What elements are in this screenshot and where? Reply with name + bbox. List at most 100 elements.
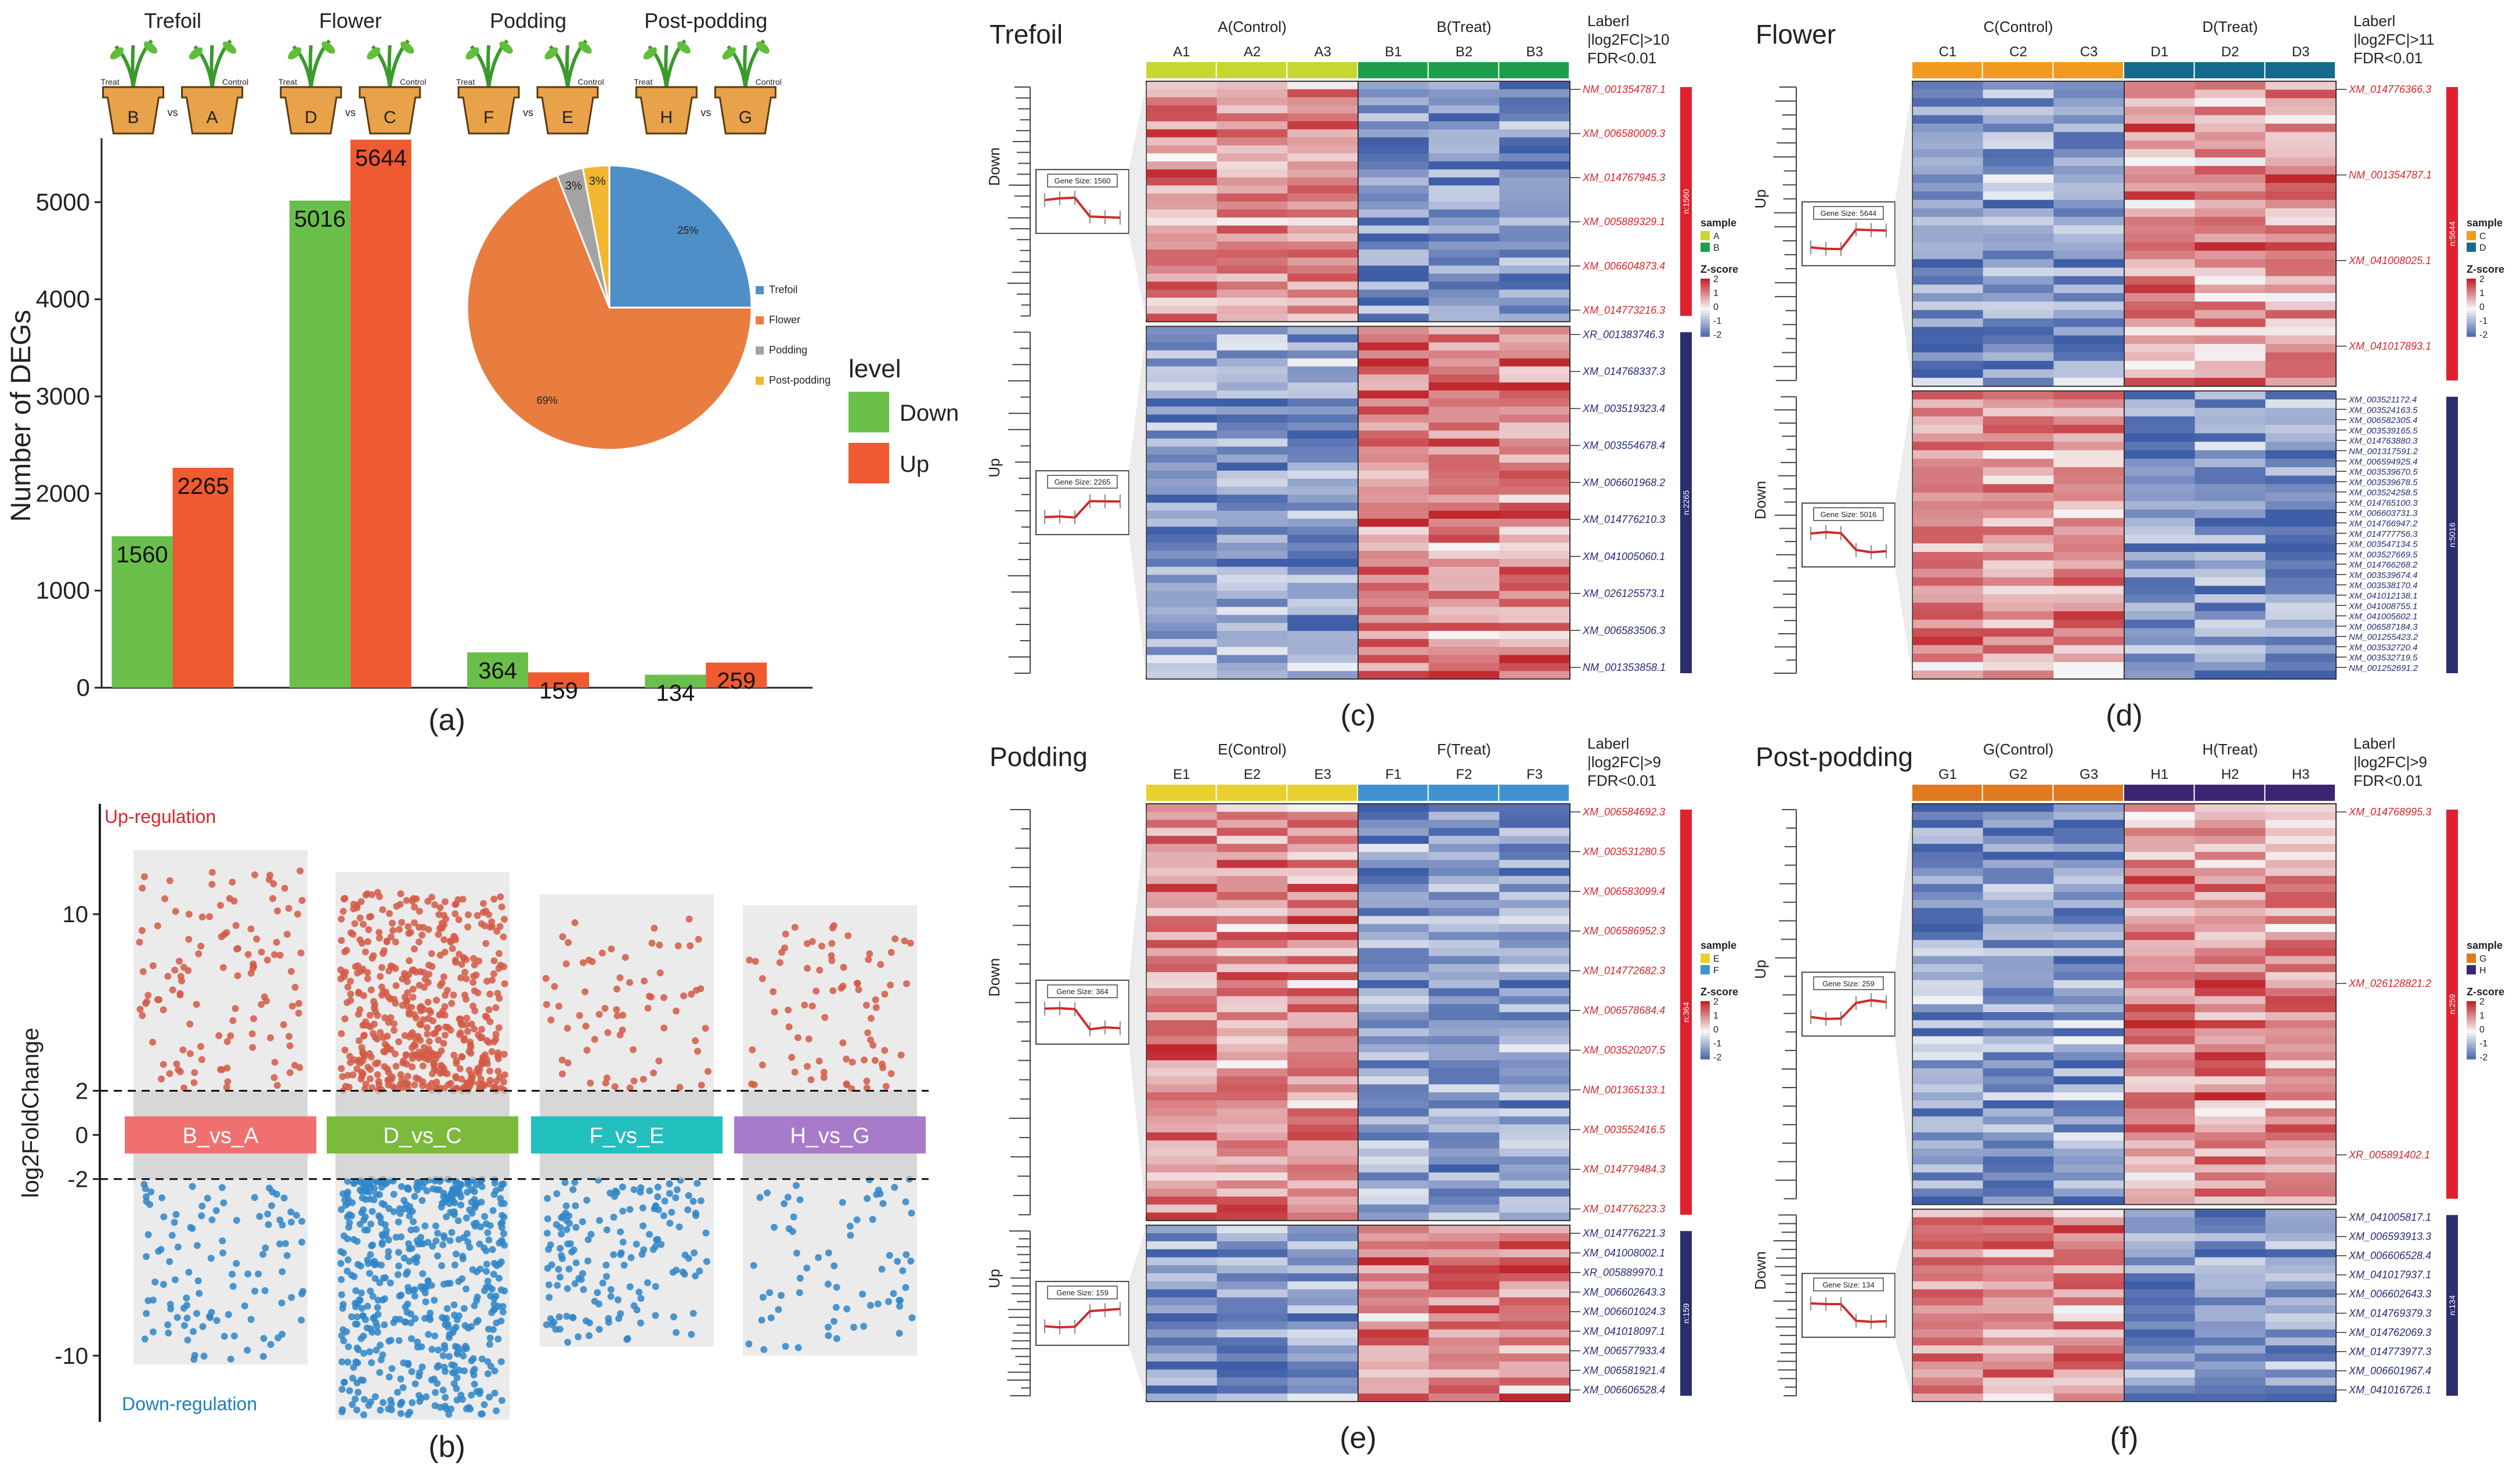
gene-label: XM_041008025.1 bbox=[2348, 255, 2431, 266]
heatmap-cell bbox=[2194, 1393, 2266, 1402]
down-point bbox=[219, 1249, 226, 1256]
heatmap-cell bbox=[1287, 153, 1359, 162]
gene-label: XM_026125573.1 bbox=[1582, 588, 1665, 600]
up-point bbox=[341, 948, 349, 955]
heatmap-cell bbox=[2265, 284, 2337, 294]
gene-size-label: Gene Size: 5644 bbox=[1821, 209, 1877, 218]
heatmap-cell bbox=[2194, 1196, 2266, 1205]
heatmap-cell bbox=[2053, 804, 2125, 812]
down-point bbox=[688, 1331, 695, 1338]
y-tick-label: 5000 bbox=[36, 188, 90, 215]
pie-pct-label: 69% bbox=[537, 395, 558, 406]
heatmap-cell bbox=[1912, 972, 1984, 981]
heatmap-cell bbox=[2053, 344, 2125, 353]
heatmap-cell bbox=[2194, 360, 2266, 370]
cluster-label: Up bbox=[985, 458, 1003, 478]
down-point bbox=[354, 1359, 362, 1367]
heatmap-cell bbox=[2194, 1321, 2266, 1330]
up-point bbox=[881, 1046, 889, 1054]
heatmap-cell bbox=[2194, 602, 2266, 612]
up-point bbox=[269, 895, 277, 902]
zscore-gradient bbox=[2467, 1048, 2476, 1051]
heatmap-cell bbox=[1983, 183, 2054, 192]
control-label: A(Control) bbox=[1218, 18, 1286, 35]
heatmap-cell bbox=[2265, 166, 2337, 175]
heatmap-cell bbox=[1287, 671, 1359, 680]
up-point bbox=[868, 1014, 875, 1022]
down-point bbox=[449, 1187, 457, 1194]
heatmap-cell bbox=[1499, 598, 1571, 608]
down-point bbox=[370, 1185, 378, 1192]
heatmap-cell bbox=[1983, 1313, 2054, 1322]
up-point bbox=[771, 1008, 778, 1016]
up-point bbox=[486, 990, 494, 998]
heatmap-cell bbox=[2194, 442, 2266, 451]
up-point bbox=[377, 973, 384, 980]
up-point bbox=[791, 923, 799, 931]
heatmap-cell bbox=[1358, 129, 1429, 138]
heatmap-cell bbox=[2194, 1012, 2266, 1021]
heatmap-cell bbox=[1216, 988, 1288, 996]
pot-role: Treat bbox=[279, 77, 297, 86]
heatmap-cell bbox=[2053, 1180, 2125, 1189]
heatmap-cell bbox=[1146, 543, 1218, 551]
heatmap-cell bbox=[2053, 501, 2125, 510]
heatmap-cell bbox=[2194, 535, 2266, 544]
up-point bbox=[750, 1081, 758, 1089]
heatmap-cell bbox=[2194, 645, 2266, 654]
heatmap-cell bbox=[1216, 1124, 1288, 1133]
heatmap-cell bbox=[1146, 1241, 1218, 1250]
panel-label: (c) bbox=[1341, 699, 1376, 732]
heatmap-cell bbox=[1287, 916, 1359, 925]
heatmap-cell bbox=[1499, 1108, 1571, 1117]
heatmap-cell bbox=[1499, 358, 1571, 367]
heatmap-cell bbox=[1499, 1100, 1571, 1109]
heatmap-cell bbox=[1428, 1052, 1500, 1061]
down-point bbox=[553, 1190, 561, 1197]
cluster-bar bbox=[1680, 332, 1692, 673]
heatmap-cell bbox=[2124, 1132, 2196, 1141]
heatmap-cell bbox=[2194, 216, 2266, 226]
legend-swatch bbox=[849, 443, 889, 483]
cluster-bar bbox=[1680, 1231, 1692, 1396]
heatmap-cell bbox=[1216, 819, 1288, 828]
heatmap-cell bbox=[1983, 1036, 2054, 1045]
up-point bbox=[746, 956, 753, 964]
down-point bbox=[350, 1180, 358, 1187]
heatmap-cell bbox=[1146, 1116, 1218, 1125]
heatmap-cell bbox=[1428, 97, 1500, 106]
down-regulation-label: Down-regulation bbox=[122, 1393, 257, 1414]
heatmap-cell bbox=[2124, 916, 2196, 925]
heatmap-cell bbox=[1287, 233, 1359, 242]
heatmap-cell bbox=[2124, 259, 2196, 268]
heatmap-cell bbox=[2194, 510, 2266, 519]
heatmap-cell bbox=[2265, 510, 2337, 519]
heatmap-cell bbox=[1146, 350, 1218, 359]
up-point bbox=[431, 901, 438, 908]
up-point bbox=[616, 974, 624, 981]
up-point bbox=[565, 939, 572, 947]
heatmap-cell bbox=[2124, 1020, 2196, 1029]
y-tick-label: 3000 bbox=[36, 382, 90, 410]
heatmap-cell bbox=[2124, 577, 2196, 586]
column-label: A1 bbox=[1173, 44, 1190, 60]
bar-value-label: 364 bbox=[478, 658, 517, 684]
heatmap-cell bbox=[1146, 1353, 1218, 1362]
heatmap-cell bbox=[1912, 318, 1984, 327]
up-point bbox=[478, 1058, 486, 1066]
heatmap-cell bbox=[1146, 583, 1218, 591]
heatmap-cell bbox=[1216, 478, 1288, 487]
up-point bbox=[629, 1046, 637, 1053]
heatmap-cell bbox=[1428, 305, 1500, 315]
heatmap-cell bbox=[1358, 1164, 1429, 1173]
heatmap-cell bbox=[2265, 1116, 2337, 1125]
heatmap-cell bbox=[2053, 191, 2125, 200]
criteria-text: |log2FC|>9 bbox=[1587, 753, 1661, 771]
heatmap-cell bbox=[1358, 1369, 1429, 1378]
heatmap-cell bbox=[1428, 964, 1500, 973]
heatmap-cell bbox=[2265, 1076, 2337, 1085]
down-point bbox=[486, 1393, 493, 1401]
down-point bbox=[464, 1238, 472, 1246]
heatmap-cell bbox=[1983, 1068, 2054, 1077]
up-point bbox=[770, 988, 777, 995]
